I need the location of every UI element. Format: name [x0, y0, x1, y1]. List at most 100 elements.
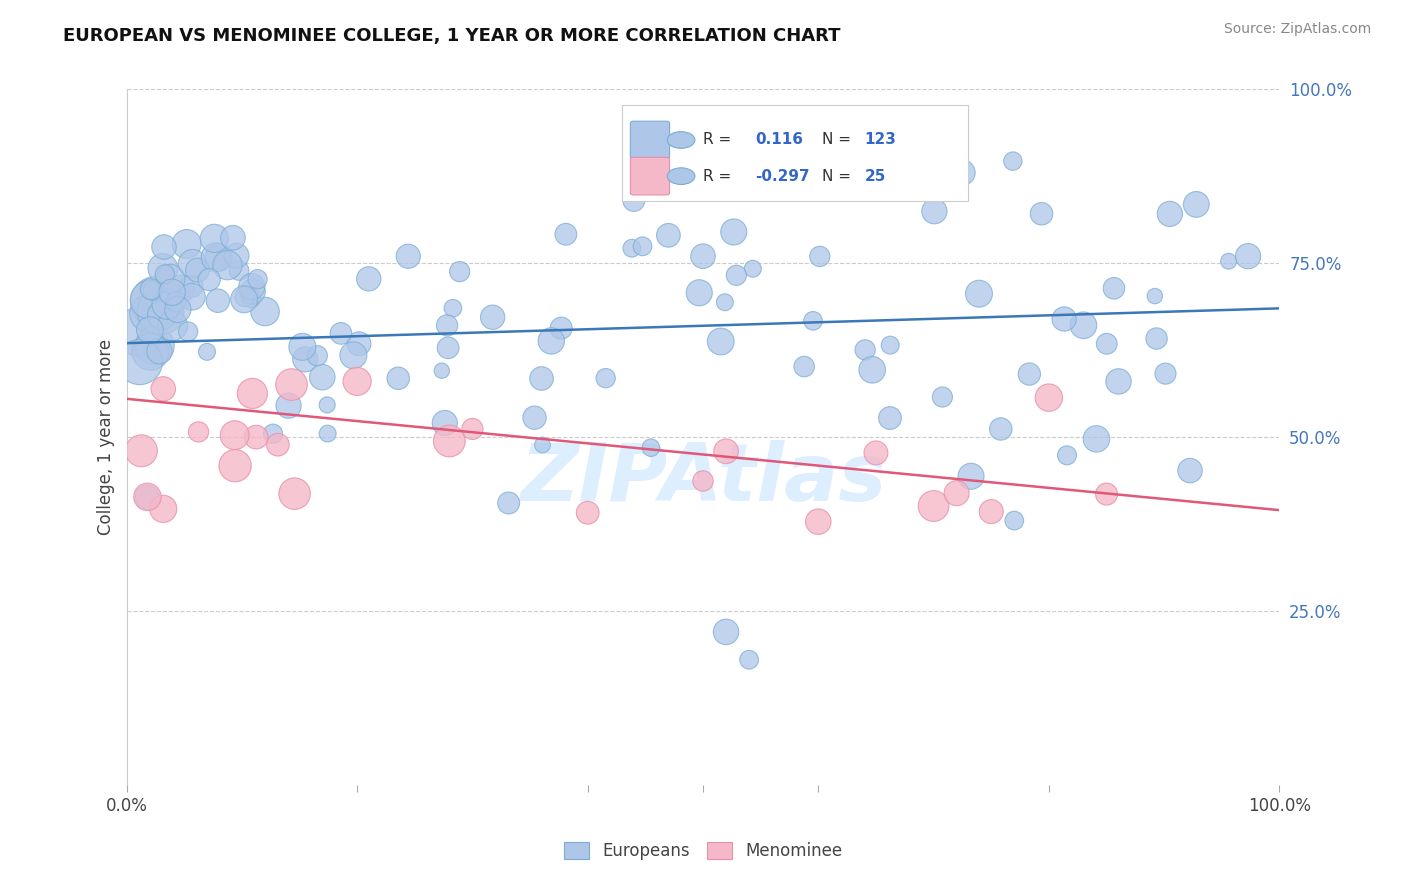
- Point: [277, 399, 299, 413]
- Point: [240, 291, 263, 305]
- Text: 25: 25: [865, 169, 886, 184]
- Point: [152, 501, 174, 516]
- Point: [430, 364, 453, 378]
- Point: [254, 304, 277, 318]
- Point: [316, 426, 339, 441]
- Point: [1095, 487, 1118, 501]
- Point: [165, 294, 187, 309]
- Point: [233, 290, 256, 304]
- Point: [950, 166, 973, 180]
- FancyBboxPatch shape: [630, 121, 669, 159]
- Point: [139, 323, 162, 337]
- Text: 0.116: 0.116: [755, 133, 803, 147]
- Point: [1178, 464, 1201, 478]
- Point: [387, 371, 409, 385]
- Point: [139, 344, 162, 359]
- Point: [246, 272, 269, 286]
- Point: [128, 325, 150, 339]
- Point: [1002, 514, 1025, 528]
- Point: [291, 340, 314, 354]
- Point: [714, 295, 737, 310]
- Point: [793, 359, 815, 374]
- FancyBboxPatch shape: [623, 104, 969, 201]
- Point: [967, 286, 990, 301]
- Point: [1218, 254, 1240, 268]
- Point: [738, 653, 761, 667]
- Y-axis label: College, 1 year or more: College, 1 year or more: [97, 339, 115, 535]
- Point: [233, 293, 256, 307]
- Point: [1143, 289, 1166, 303]
- Point: [931, 390, 953, 404]
- Point: [808, 249, 831, 263]
- Point: [540, 334, 562, 348]
- Point: [439, 434, 461, 448]
- Point: [924, 204, 946, 219]
- Point: [714, 444, 737, 458]
- Point: [1185, 197, 1208, 211]
- Point: [688, 285, 710, 300]
- Point: [922, 499, 945, 513]
- Point: [150, 308, 173, 322]
- Point: [481, 310, 503, 325]
- Point: [307, 349, 329, 363]
- Point: [1102, 281, 1125, 295]
- Point: [224, 458, 246, 473]
- Point: [136, 306, 159, 320]
- Point: [142, 284, 165, 298]
- Point: [980, 505, 1002, 519]
- Point: [1056, 448, 1078, 462]
- Point: [180, 290, 202, 304]
- Point: [176, 237, 198, 252]
- Point: [181, 256, 204, 270]
- Point: [204, 251, 226, 265]
- Point: [245, 430, 267, 444]
- Point: [1108, 375, 1130, 389]
- Point: [228, 263, 250, 277]
- Text: 123: 123: [865, 133, 896, 147]
- Point: [523, 410, 546, 425]
- Point: [853, 343, 876, 357]
- Text: ZIPAtlas: ZIPAtlas: [520, 440, 886, 518]
- Point: [692, 474, 714, 488]
- Point: [1154, 367, 1177, 381]
- Point: [160, 285, 183, 300]
- Point: [262, 426, 284, 441]
- Point: [1001, 154, 1024, 169]
- Point: [208, 251, 231, 265]
- Point: [145, 295, 167, 310]
- Point: [143, 338, 166, 352]
- Point: [865, 446, 887, 460]
- Point: [284, 486, 307, 500]
- Point: [1159, 207, 1181, 221]
- Point: [550, 321, 572, 335]
- Point: [222, 231, 245, 245]
- Point: [136, 491, 159, 505]
- Point: [198, 272, 221, 286]
- Point: [657, 228, 679, 243]
- Circle shape: [668, 132, 695, 148]
- Point: [449, 265, 471, 279]
- Point: [436, 318, 458, 333]
- Point: [186, 263, 208, 277]
- Point: [156, 297, 179, 311]
- Point: [1018, 367, 1040, 381]
- Point: [329, 326, 352, 341]
- FancyBboxPatch shape: [630, 157, 669, 195]
- Point: [159, 272, 181, 286]
- Point: [240, 386, 263, 401]
- Point: [242, 285, 264, 299]
- Point: [280, 377, 302, 392]
- Point: [316, 398, 339, 412]
- Legend: Europeans, Menominee: Europeans, Menominee: [557, 836, 849, 867]
- Point: [498, 496, 520, 510]
- Point: [311, 370, 333, 384]
- Point: [153, 268, 176, 282]
- Point: [217, 258, 239, 272]
- Point: [152, 382, 174, 396]
- Point: [267, 438, 290, 452]
- Point: [714, 624, 737, 639]
- Point: [725, 268, 748, 283]
- Point: [1031, 207, 1053, 221]
- Text: N =: N =: [821, 169, 856, 184]
- Point: [138, 293, 160, 307]
